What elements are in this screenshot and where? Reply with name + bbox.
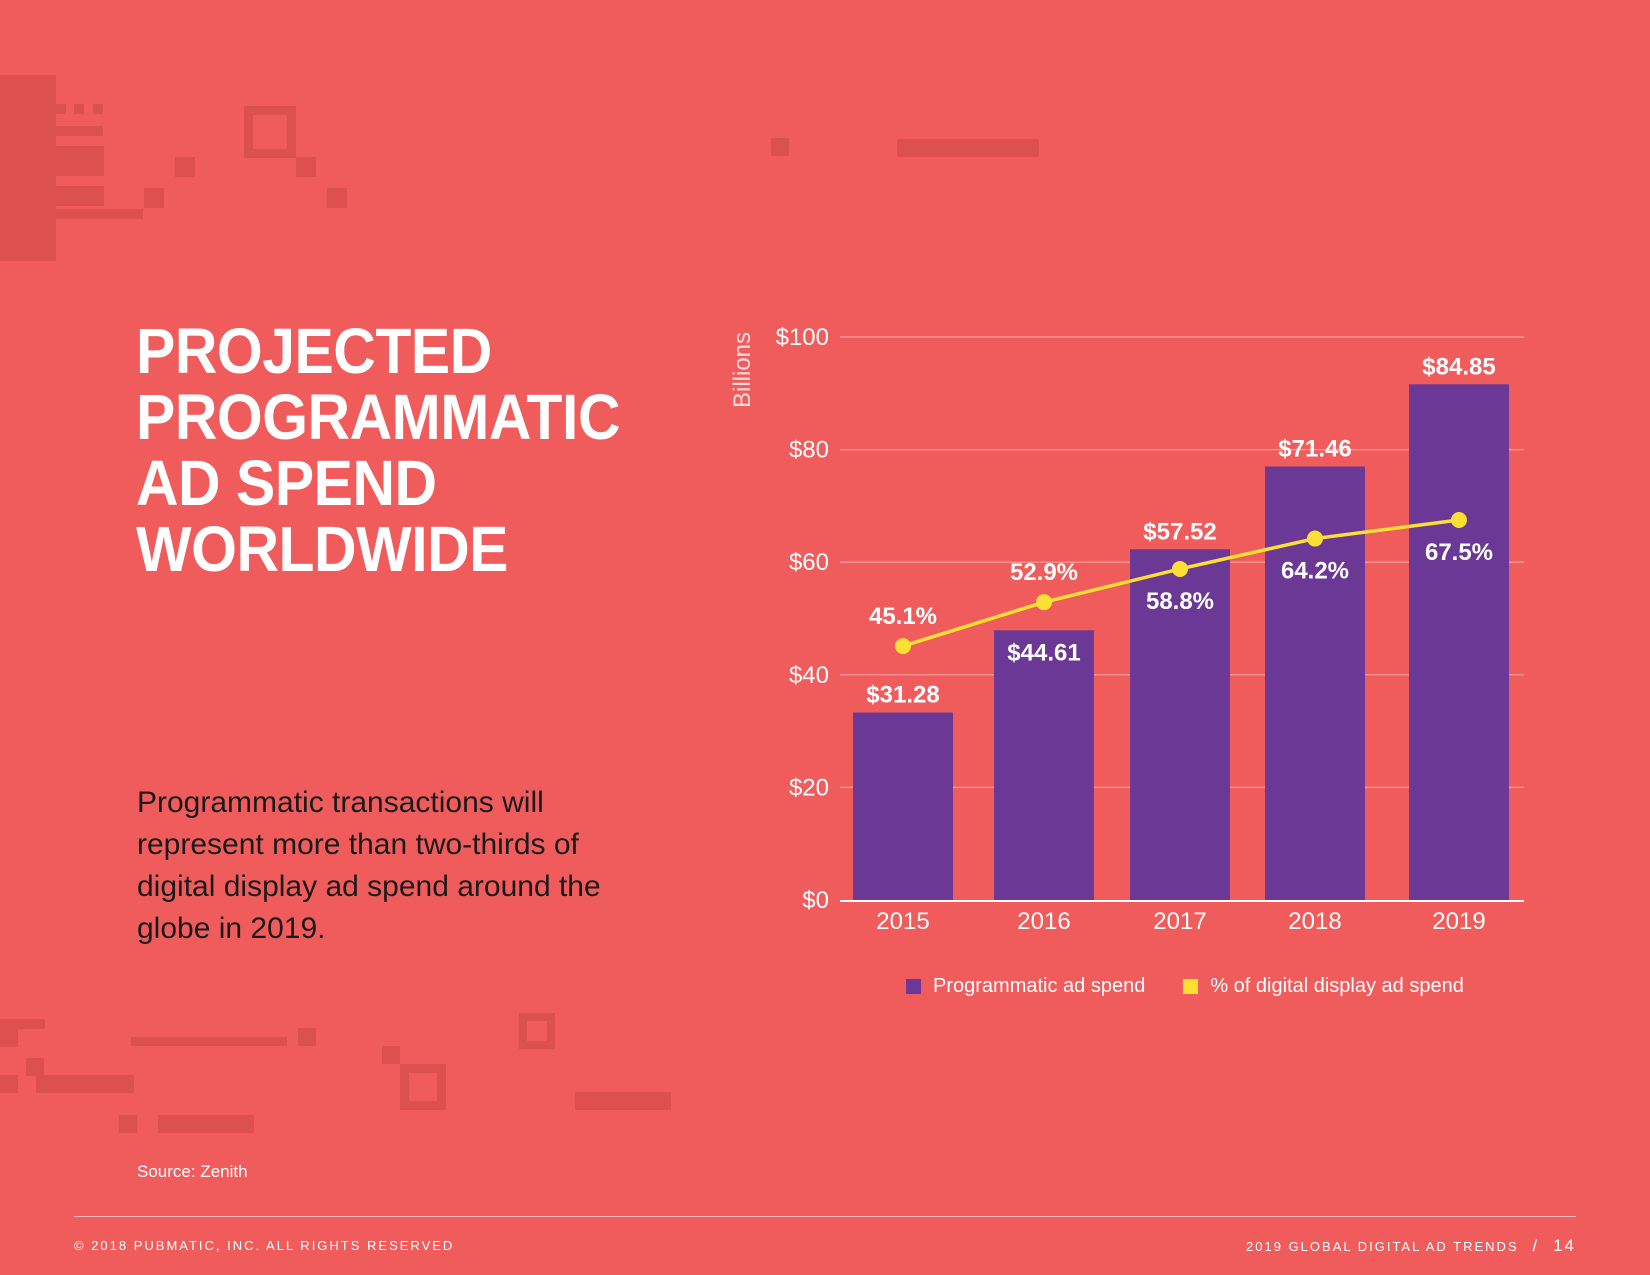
bar-value-label: $84.85 <box>1422 353 1495 380</box>
bar <box>1409 384 1509 900</box>
decor-block <box>93 104 103 114</box>
line-value-label: 45.1% <box>869 603 937 630</box>
y-tick-label: $60 <box>789 549 829 576</box>
decor-ring <box>519 1013 555 1049</box>
y-tick-label: $40 <box>789 662 829 689</box>
decor-block <box>74 104 84 114</box>
line-point <box>1036 594 1052 611</box>
decor-ring <box>244 106 296 158</box>
x-tick-label: 2017 <box>1153 908 1206 935</box>
decor-block <box>56 126 103 136</box>
legend-item-bar: Programmatic ad spend <box>906 975 1145 998</box>
line-point <box>1451 511 1467 528</box>
title-line: PROGRAMMATIC <box>136 381 621 453</box>
decor-block <box>144 188 164 208</box>
x-tick-label: 2016 <box>1017 908 1070 935</box>
decor-block <box>26 1058 44 1076</box>
decor-block <box>296 157 316 177</box>
decor-block <box>327 188 347 208</box>
decor-block <box>0 1075 18 1093</box>
footer-report-title: 2019 GLOBAL DIGITAL AD TRENDS <box>1246 1239 1519 1254</box>
footer-separator: / <box>1532 1238 1540 1255</box>
decor-block <box>897 139 1039 157</box>
bar <box>1130 549 1230 900</box>
x-tick-label: 2015 <box>876 908 929 935</box>
source-note: Source: Zenith <box>137 1162 248 1181</box>
footer-page-info: 2019 GLOBAL DIGITAL AD TRENDS / 14 <box>1246 1236 1576 1256</box>
decor-block <box>382 1046 400 1064</box>
legend-item-line: % of digital display ad spend <box>1183 975 1464 998</box>
bar-value-label: $71.46 <box>1278 435 1351 462</box>
line-point <box>1172 560 1188 577</box>
legend-swatch-yellow <box>1183 979 1199 994</box>
title-line: WORLDWIDE <box>136 513 508 585</box>
decor-block <box>175 157 195 177</box>
decor-block <box>56 209 143 219</box>
decor-block <box>771 138 789 156</box>
bar <box>994 630 1094 900</box>
y-tick-label: $80 <box>789 437 829 464</box>
footer-copyright: © 2018 PUBMATIC, INC. ALL RIGHTS RESERVE… <box>74 1238 455 1253</box>
description-text: Programmatic transactions will represent… <box>137 786 601 945</box>
legend-swatch-purple <box>906 979 921 994</box>
decor-block <box>36 1075 134 1093</box>
decor-block <box>56 104 66 114</box>
page-title: PROJECTED PROGRAMMATIC AD SPEND WORLDWID… <box>136 315 621 585</box>
line-value-label: 52.9% <box>1010 559 1078 586</box>
decor-block <box>0 1029 18 1047</box>
decor-block <box>56 146 104 176</box>
line-value-label: 67.5% <box>1425 539 1493 566</box>
line-value-label: 64.2% <box>1281 558 1349 585</box>
decor-ring <box>400 1064 446 1110</box>
decor-block <box>56 186 104 206</box>
bar-value-label: $31.28 <box>866 682 939 709</box>
decor-block <box>298 1028 316 1046</box>
line-point <box>895 638 911 655</box>
decor-block <box>131 1037 287 1046</box>
line-value-label: 58.8% <box>1146 588 1214 615</box>
legend-label: Programmatic ad spend <box>933 975 1146 997</box>
decor-block <box>575 1092 671 1110</box>
y-tick-label: $100 <box>776 324 829 351</box>
line-point <box>1307 530 1323 547</box>
title-line: PROJECTED <box>136 315 492 387</box>
title-line: AD SPEND <box>136 447 437 519</box>
chart-legend: Programmatic ad spend % of digital displ… <box>906 975 1502 998</box>
bar-value-label: $57.52 <box>1143 518 1216 545</box>
page-number: 14 <box>1553 1236 1576 1255</box>
decor-block <box>0 75 56 261</box>
y-tick-label: $20 <box>789 774 829 801</box>
x-tick-label: 2018 <box>1288 908 1341 935</box>
bar <box>853 712 953 900</box>
y-axis-title: Billions <box>729 332 756 408</box>
decor-block <box>0 1019 45 1029</box>
x-tick-label: 2019 <box>1432 908 1485 935</box>
decor-block <box>158 1115 254 1133</box>
legend-label: % of digital display ad spend <box>1210 975 1464 997</box>
decor-block <box>119 1115 137 1133</box>
y-tick-label: $0 <box>802 887 829 914</box>
footer-divider <box>74 1216 1576 1217</box>
bar-value-label: $44.61 <box>1007 639 1080 666</box>
